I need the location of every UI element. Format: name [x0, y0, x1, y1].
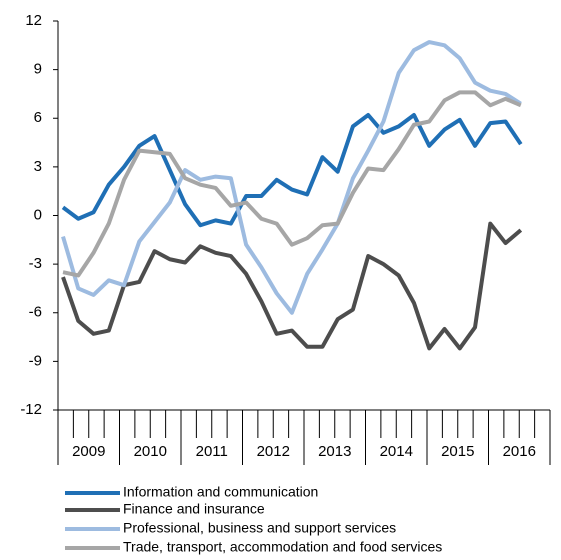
y-tick-label: -6 [29, 304, 42, 321]
legend-label: Finance and insurance [123, 501, 265, 517]
series-line [61, 40, 522, 315]
x-tick-label: 2013 [318, 443, 351, 460]
y-tick-label: -12 [20, 401, 42, 418]
x-tick-label: 2014 [380, 443, 413, 460]
y-tick-label: 9 [34, 61, 42, 78]
y-tick-label: 6 [34, 109, 42, 126]
x-tick-label: 2016 [503, 443, 536, 460]
x-tick-label: 2010 [134, 443, 167, 460]
x-tick-label: 2015 [441, 443, 474, 460]
series-line [62, 90, 522, 278]
legend-label: Professional, business and support servi… [123, 520, 396, 536]
legend-label: Information and communication [123, 484, 318, 500]
series-line [61, 221, 523, 351]
x-tick-label: 2009 [72, 443, 105, 460]
y-tick-label: 3 [34, 158, 42, 175]
series-line [61, 113, 523, 228]
y-tick-label: 12 [25, 12, 42, 29]
y-tick-label: -3 [29, 255, 42, 272]
x-tick-label: 2011 [196, 443, 228, 460]
x-tick-label: 2012 [257, 443, 290, 460]
y-tick-label: -9 [29, 352, 42, 369]
legend-label: Trade, transport, accommodation and food… [123, 539, 442, 555]
y-tick-label: 0 [34, 206, 42, 223]
